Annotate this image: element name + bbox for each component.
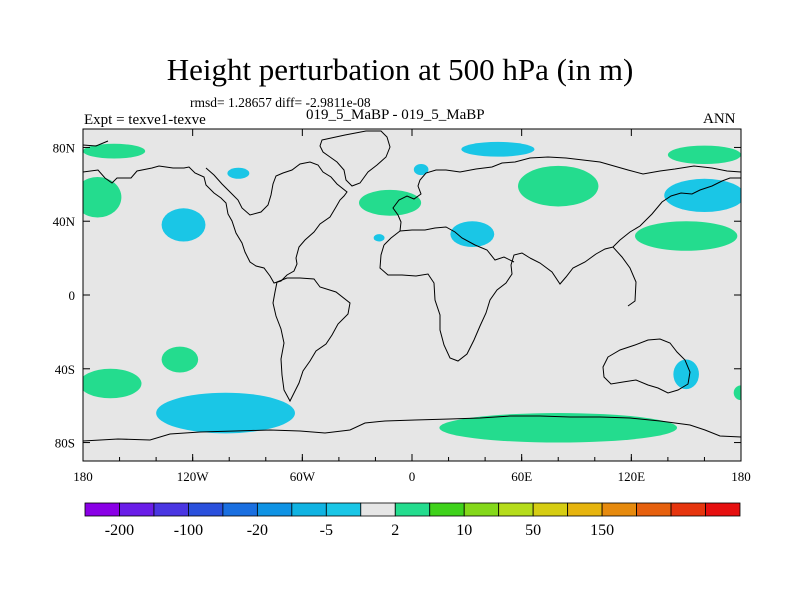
colorbar-swatch: [188, 502, 224, 517]
colorbar-label: -200: [105, 522, 134, 539]
negative-anomaly-region-2: [461, 141, 535, 157]
colorbar-swatch: [256, 502, 293, 517]
colorbar-swatch: [325, 502, 362, 517]
positive-anomaly-region-12: [518, 165, 599, 207]
x-tick-label: 120W: [177, 469, 210, 484]
positive-anomaly-region-11: [358, 189, 422, 216]
x-tick-label: 120E: [618, 469, 646, 484]
x-tick-label: 60E: [511, 469, 532, 484]
positive-anomaly-region-16: [83, 368, 142, 399]
positive-anomaly-region-18: [733, 385, 741, 401]
colorbar-swatch: [636, 502, 672, 517]
y-tick-label: 0: [69, 288, 76, 303]
colorbar-label: -100: [174, 522, 203, 539]
case-label: 019_5_MaBP - 019_5_MaBP: [306, 107, 485, 123]
positive-anomaly-region-13: [634, 221, 738, 251]
colorbar-label: -20: [247, 522, 268, 539]
positive-anomaly-region-14: [667, 145, 741, 165]
colorbar-swatch: [84, 502, 120, 517]
negative-anomaly-region-7: [413, 164, 429, 176]
y-tick-label: 40S: [55, 362, 75, 377]
chart-title: Height perturbation at 500 hPa (in m): [166, 52, 634, 87]
colorbar-swatch: [291, 502, 327, 517]
y-tick-label: 80N: [53, 140, 76, 155]
colorbar-swatch: [601, 502, 637, 517]
colorbar-swatch: [670, 502, 706, 517]
positive-anomaly-region-10: [83, 176, 122, 218]
negative-anomaly-region-4: [373, 234, 385, 242]
colorbar-swatch: [119, 502, 155, 517]
season-label: ANN: [703, 111, 736, 127]
x-tick-label: 180: [73, 469, 93, 484]
colorbar-swatch: [394, 502, 431, 517]
negative-anomaly-region-3: [450, 221, 495, 248]
x-tick-label: 180: [731, 469, 751, 484]
colorbar-swatch: [705, 502, 741, 517]
colorbar-label: 2: [391, 522, 399, 539]
positive-anomaly-region-9: [83, 143, 146, 159]
colorbar-label: -5: [320, 522, 333, 539]
colorbar-swatch: [532, 502, 569, 517]
negative-anomaly-region-6: [673, 359, 699, 390]
y-tick-label: 80S: [55, 436, 75, 451]
colorbar-label: 150: [590, 522, 614, 539]
colorbar-swatch: [360, 502, 396, 517]
stats-label: rmsd= 1.28657 diff= -2.9811e-08: [190, 95, 371, 110]
positive-anomaly-region-15: [161, 346, 199, 373]
colorbar-swatch: [153, 502, 189, 517]
coastlines: [83, 130, 741, 442]
positive-anomaly-region-17: [439, 413, 678, 443]
experiment-label: Expt = texve1-texve: [84, 112, 206, 128]
negative-anomaly-region-0: [161, 208, 206, 242]
x-tick-label: 60W: [290, 469, 316, 484]
y-tick-label: 40N: [53, 214, 76, 229]
negative-anomaly-region-1: [156, 392, 296, 434]
colorbar-label: 10: [456, 522, 472, 539]
negative-anomaly-region-5: [664, 178, 741, 212]
x-tick-label: 0: [409, 469, 416, 484]
negative-anomaly-region-8: [227, 167, 250, 179]
colorbar-swatch: [222, 502, 258, 517]
colorbar-swatch: [463, 502, 500, 517]
colorbar-label: 50: [525, 522, 541, 539]
colorbar-swatch: [498, 502, 534, 517]
colorbar-swatch: [429, 502, 465, 517]
colorbar-swatch: [567, 502, 603, 517]
